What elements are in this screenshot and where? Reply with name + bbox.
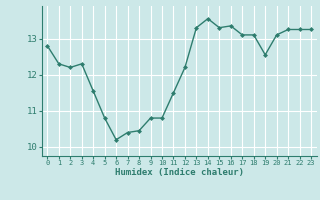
X-axis label: Humidex (Indice chaleur): Humidex (Indice chaleur) bbox=[115, 168, 244, 177]
